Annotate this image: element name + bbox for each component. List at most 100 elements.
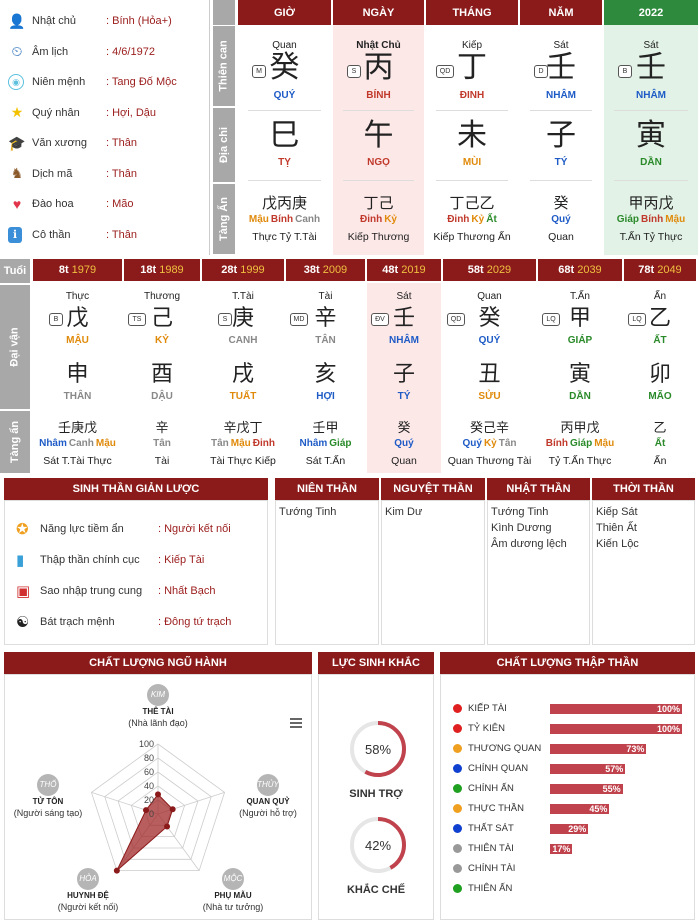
hidden-name: Giáp xyxy=(569,438,593,449)
than-item: Tướng Tinh xyxy=(491,506,549,518)
luck-hidden: 丙甲戊 xyxy=(560,421,600,436)
radar-scale-label: 80 xyxy=(144,753,154,763)
luck-stem: 辛 xyxy=(314,306,337,331)
than-header: NHẬT THẦN xyxy=(487,478,590,500)
donut-label: SINH TRỢ xyxy=(349,788,403,800)
info-row: ⏲ Âm lịch: 4/6/1972 xyxy=(0,37,210,67)
than-box xyxy=(487,500,590,645)
luck-god: T.Ấn xyxy=(569,291,590,302)
pillar-hidden-gods: Thực Tỷ T.Tài xyxy=(252,231,317,243)
radar-grid xyxy=(117,771,199,849)
hidden-name: Mậu xyxy=(95,438,116,449)
thap-than-bar: 100% xyxy=(550,704,682,714)
ngu-hanh-header: CHẤT LƯỢNG NGŨ HÀNH xyxy=(4,652,312,674)
pillar-hidden-gods: T.Ấn Tỷ Thực xyxy=(619,231,683,243)
thap-than-name: THIÊN ẤN xyxy=(468,883,513,894)
radar-point xyxy=(143,807,150,814)
radar-scale-label: 0 xyxy=(149,809,154,819)
info-label: Đào hoa xyxy=(32,198,74,210)
hidden-name: Bính xyxy=(270,214,294,225)
pillar-hidden-names: Mậu Bính Canh xyxy=(238,214,331,225)
radar-scale-label: 60 xyxy=(144,767,154,777)
luck-god: Ấn xyxy=(653,291,667,302)
luck-stem-name: ẤT xyxy=(653,335,667,346)
pillar-stem-name: NHÂM xyxy=(636,90,666,101)
luck-stem: 乙 xyxy=(648,306,671,331)
element-desc: (Người sáng tạo) xyxy=(13,808,83,818)
sinh-khac-header: LỰC SINH KHẮC xyxy=(318,652,434,674)
luck-stem-name: TÂN xyxy=(315,335,336,346)
luck-stem-name: NHÂM xyxy=(389,335,419,346)
pillar-tag: S xyxy=(347,65,361,78)
than-item: Tướng Tinh xyxy=(279,506,337,518)
pillar-branch-name: DẦN xyxy=(640,157,662,168)
hidden-name: Giáp xyxy=(329,438,352,449)
hidden-name: Bính xyxy=(641,214,664,225)
radar-grid xyxy=(104,757,212,860)
thap-than-pct: 73% xyxy=(626,744,645,754)
pillar-hidden: 丁己乙 xyxy=(449,194,495,212)
luck-hidden-names: Tân Mậu Đinh xyxy=(202,438,284,449)
luck-branch: 卯 xyxy=(648,362,671,387)
thap-than-pct: 55% xyxy=(602,784,621,794)
hidden-name: Bính xyxy=(545,438,568,449)
legend-dot xyxy=(453,804,462,813)
pillar-god: Nhật Chủ xyxy=(356,40,401,51)
horse-icon: ♞ xyxy=(10,165,24,181)
thap-than-name: CHÍNH TÀI xyxy=(468,863,516,874)
luck-hidden: 癸己辛 xyxy=(469,421,509,436)
element-name: HUYNH ĐỆ xyxy=(67,891,109,900)
radar-scale-label: 100 xyxy=(139,739,154,749)
corner-cell xyxy=(213,0,235,25)
info-value: : Bính (Hỏa+) xyxy=(106,15,172,27)
luck-year: 1979 xyxy=(71,264,97,276)
pillar-tag: D xyxy=(534,65,548,78)
pillar-branch-name: NGỌ xyxy=(367,157,390,168)
info-label: Văn xương xyxy=(32,137,87,149)
luck-stem-name: GIÁP xyxy=(567,335,593,346)
info-label: Niên mệnh xyxy=(32,76,86,88)
hidden-name: Nhâm xyxy=(299,438,328,449)
than-box xyxy=(592,500,695,645)
legend-dot xyxy=(453,824,462,833)
thap-than-name: TỶ KIÊN xyxy=(468,723,505,734)
element-badge: MỘC xyxy=(222,868,244,890)
element-badge: HỎA xyxy=(77,868,99,890)
luck-hidden-gods: Sát T.Tài Thực xyxy=(43,455,112,467)
element-badge: KIM xyxy=(147,684,169,706)
menu-icon[interactable] xyxy=(290,718,302,728)
pillar-column: THÁNG Kiếp QD 丁 ĐINH 未 MÙI 丁己乙 Đinh Kỷ Ất Kiếp Thươ… xyxy=(426,0,518,255)
luck-stem: 壬 xyxy=(392,306,415,331)
luck-column: Ấn LQ 乙 ẤT 卯 MÃO 乙 Ất Ấn xyxy=(624,283,696,473)
pillar-stem: 壬 xyxy=(636,50,666,85)
hidden-name: Quý xyxy=(551,214,571,225)
luck-header: 58t 2029 xyxy=(443,259,536,281)
radar-grid xyxy=(90,743,226,872)
info-label: Nhật chủ xyxy=(32,15,77,27)
hidden-name: Kỷ xyxy=(384,214,397,225)
pillar-hidden-gods: Quan xyxy=(548,231,574,243)
thap-than-name: THIÊN TÀI xyxy=(468,843,514,854)
pillar-branch: 未 xyxy=(457,118,487,153)
pillar-header: 2022 xyxy=(604,0,698,25)
graduation-cap-icon: 🎓 xyxy=(8,134,26,151)
divider xyxy=(248,180,321,181)
thap-than-name: CHÍNH QUAN xyxy=(468,763,529,774)
than-item: Kiến Lộc xyxy=(596,538,639,550)
info-label: Dịch mã xyxy=(32,167,73,180)
luck-hidden-names: Bính Giáp Mậu xyxy=(538,438,622,449)
than-header: NGUYỆT THẦN xyxy=(381,478,485,500)
thap-than-name: THƯƠNG QUAN xyxy=(468,743,542,754)
pillar-hidden: 甲丙戊 xyxy=(628,194,674,212)
info-label: Âm lịch xyxy=(32,45,69,58)
legend-dot xyxy=(453,844,462,853)
hidden-name: Canh xyxy=(295,214,321,225)
radar-chart: 100 80 60 40 20 0 xyxy=(90,739,226,874)
luck-column: Sát ĐV 壬 NHÂM 子 TÝ 癸 Quý Quan xyxy=(367,283,441,473)
thap-than-bar: 29% xyxy=(550,824,589,834)
luck-god: Sát xyxy=(396,291,412,302)
donut-label: KHẮC CHẾ xyxy=(346,884,406,896)
info-row: ♞ Dịch mã: Thân xyxy=(0,159,210,189)
thap-than-box xyxy=(440,674,695,920)
pillar-header: NĂM xyxy=(520,0,602,25)
